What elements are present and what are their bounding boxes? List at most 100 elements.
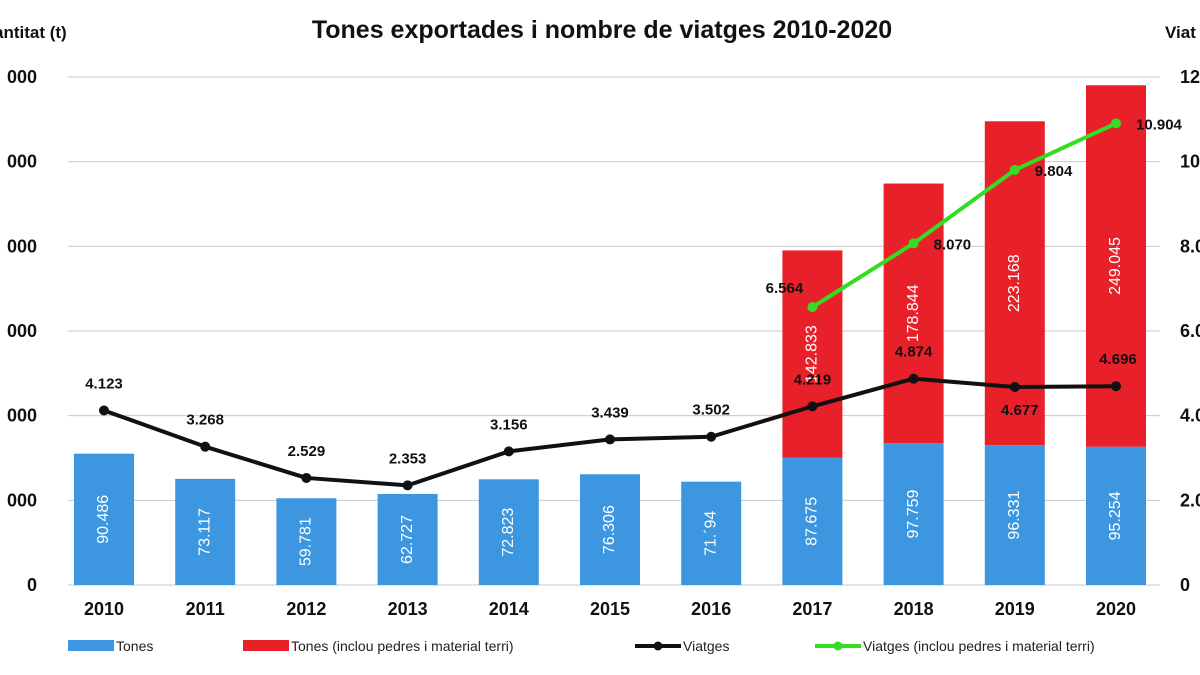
point-viatges-2020	[1111, 381, 1121, 392]
bar-value-label: 95.254	[1107, 491, 1124, 540]
legend-swatch	[243, 640, 289, 651]
y-tick-right: 10.	[1180, 152, 1200, 172]
legend-label: Viatges	[683, 638, 729, 654]
y-tick-left: 000	[7, 236, 37, 256]
line-value-label: 3.502	[692, 402, 730, 419]
y-tick-left: 000	[7, 490, 37, 510]
point-viatges-2012	[301, 472, 312, 483]
legend-label: Viatges (inclou pedres i material terri)	[863, 638, 1095, 654]
y-tick-right: 12.	[1180, 67, 1200, 87]
line-value-label: 4.874	[895, 344, 933, 361]
line-value-label: 3.439	[591, 404, 629, 421]
point-viatges-inclou-2020	[1111, 118, 1121, 129]
legend: Tones Tones (inclou pedres i material ter…	[68, 638, 1095, 654]
bar-value-label: 178.844	[905, 284, 922, 342]
bar-value-label: 71.´94	[702, 511, 719, 556]
x-tick-label: 2019	[995, 599, 1035, 619]
point-viatges-inclou-2018	[908, 238, 919, 249]
bar-tones-inclou-2017	[782, 250, 843, 458]
point-viatges-inclou-2019	[1009, 164, 1020, 175]
bar-tones-2019	[984, 445, 1045, 585]
y-tick-right: 0	[1180, 575, 1190, 595]
bar-value-label: 72.823	[500, 508, 517, 557]
bar-labels: 90.486 73.117 59.781 62.727 72.823 76.306 71.´…	[95, 237, 1124, 566]
line-value-label: 4.677	[1001, 402, 1039, 419]
gridlines	[68, 76, 1160, 586]
point-viatges-2015	[605, 434, 615, 445]
line-value-label: 2.529	[288, 443, 326, 460]
bar-value-label: 249.045	[1107, 237, 1124, 295]
bar-tones-2017	[782, 457, 843, 585]
line-value-label: 4.696	[1099, 351, 1137, 368]
bar-value-label: 142.833	[804, 325, 821, 383]
y-axis-left-label: antitat (t)	[0, 23, 67, 42]
chart-title: Tones exportades i nombre de viatges 201…	[312, 16, 892, 44]
line-value-label: 8.070	[934, 236, 972, 253]
x-tick-label: 2020	[1096, 599, 1136, 619]
line-value-label: 9.804	[1035, 163, 1073, 180]
y-tick-left: 000	[7, 67, 37, 87]
line-labels: 4.123 3.268 2.529 2.353 3.156 3.439 3.502 4.219…	[85, 116, 1182, 467]
line-value-label: 4.219	[794, 371, 832, 388]
point-viatges-2018	[908, 373, 919, 384]
y-axis-right-label: Viat	[1165, 23, 1196, 42]
legend-item: Tones (inclou pedres i material terri)	[243, 638, 514, 654]
line-value-label: 3.156	[490, 416, 528, 433]
point-viatges-inclou-2017	[807, 302, 818, 313]
bar-value-label: 97.759	[905, 489, 922, 538]
y-tick-right: 8.0	[1180, 236, 1200, 256]
bar-value-label: 90.486	[95, 495, 112, 544]
legend-marker	[833, 641, 843, 651]
bar-value-label: 73.117	[196, 508, 213, 556]
legend-item: Viatges	[635, 638, 729, 654]
x-tick-label: 2017	[792, 599, 832, 619]
x-tick-label: 2013	[388, 599, 428, 619]
legend-item: Tones	[68, 638, 153, 654]
bar-tones-2010	[74, 453, 134, 585]
bar-tones-2013	[377, 493, 438, 585]
bar-tones-2018	[883, 443, 944, 585]
bar-tones-2016	[681, 481, 742, 585]
point-viatges-2010	[99, 405, 109, 416]
x-tick-label: 2011	[186, 599, 225, 619]
point-viatges-2011	[200, 441, 211, 452]
x-tick-label: 2012	[286, 599, 326, 619]
x-tick-label: 2016	[691, 599, 731, 619]
legend-marker	[653, 641, 663, 651]
point-viatges-2016	[706, 431, 717, 442]
y-axis-right-ticks: 0 2.0 4.0 6.0 8.0 10. 12.	[1180, 67, 1200, 595]
x-tick-label: 2014	[489, 599, 529, 619]
line-value-label: 4.123	[85, 375, 123, 392]
legend-item: Viatges (inclou pedres i material terri)	[815, 638, 1095, 654]
point-viatges-2013	[402, 480, 413, 491]
y-tick-left: 000	[7, 152, 37, 172]
line-value-label: 2.353	[389, 450, 427, 467]
bar-tones-2015	[580, 474, 640, 585]
point-viatges-2014	[503, 446, 514, 457]
bar-tones-2011	[175, 478, 236, 585]
x-axis-ticks: 2010 2011 2012 2013 2014 2015 2016 2017 2018 2019…	[84, 599, 1136, 619]
bar-tones-2012	[276, 498, 337, 585]
y-tick-right: 6.0	[1180, 321, 1200, 341]
x-tick-label: 2018	[894, 599, 934, 619]
x-tick-label: 2010	[84, 599, 124, 619]
line-value-label: 10.904	[1136, 116, 1183, 133]
legend-label: Tones	[116, 638, 153, 654]
y-tick-right: 4.0	[1180, 406, 1200, 426]
bar-value-label: 87.675	[804, 497, 821, 546]
bar-value-label: 76.306	[601, 505, 618, 554]
lines	[99, 118, 1121, 491]
y-tick-left: 000	[7, 321, 37, 341]
x-tick-label: 2015	[590, 599, 630, 619]
bar-tones-2014	[478, 479, 539, 585]
bar-value-label: 62.727	[399, 515, 416, 564]
line-value-label: 3.268	[186, 412, 224, 429]
line-viatges	[103, 376, 1117, 488]
legend-swatch	[68, 640, 114, 651]
y-tick-left: 000	[7, 406, 37, 426]
legend-label: Tones (inclou pedres i material terri)	[291, 638, 514, 654]
y-tick-right: 2.0	[1180, 490, 1200, 510]
y-tick-left: 0	[27, 575, 37, 595]
